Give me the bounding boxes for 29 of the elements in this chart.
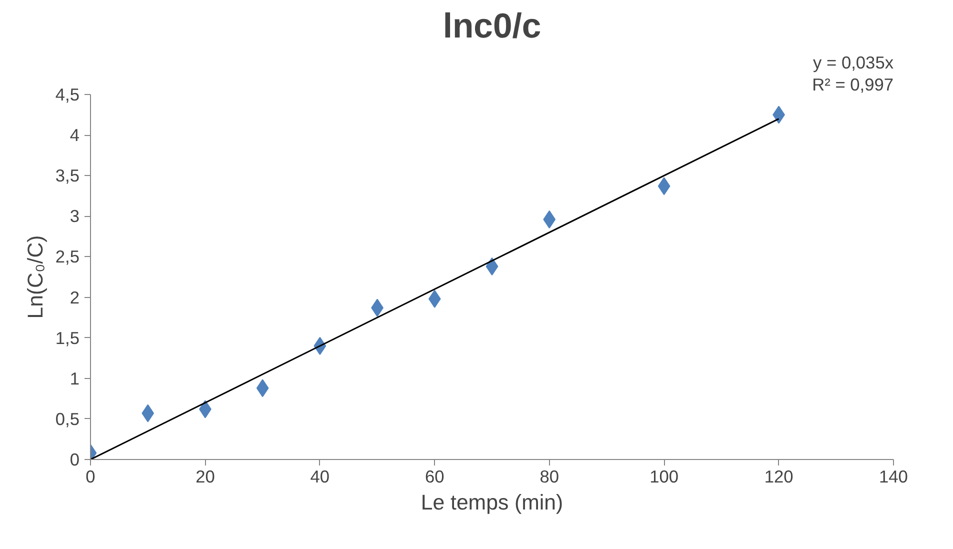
point [658, 177, 670, 196]
x-tick-label: 100 [650, 466, 679, 486]
x-axis-title: Le temps (min) [420, 490, 564, 514]
text: R² = 0,997 [812, 74, 894, 94]
y-tick-label: 1,5 [55, 328, 80, 348]
y-tick-label: 4 [70, 125, 80, 146]
x-tick-label: 60 [425, 466, 444, 486]
point [428, 290, 441, 308]
x-tick-label: 40 [310, 466, 330, 486]
y-tick-label: 3 [70, 206, 80, 226]
point [142, 404, 154, 422]
x-tick-label: 120 [764, 466, 794, 486]
x-tick-label: 140 [879, 466, 908, 486]
point [486, 257, 498, 276]
x-tick-label: 0 [86, 466, 96, 486]
y-axis-title: Ln(C₀/C) [23, 235, 48, 319]
y-tick-label: 2 [70, 287, 80, 308]
y-tick-label: 4,5 [55, 84, 80, 104]
point [256, 379, 269, 398]
y-tick-label: 2,5 [55, 246, 80, 267]
y-tick-label: 1 [70, 368, 80, 388]
chart-title: lnc0/c [442, 8, 542, 46]
x-tick-label: 80 [540, 466, 559, 486]
y-tick-label: 0,5 [55, 408, 80, 429]
text: y = 0,035x [813, 52, 894, 72]
point [543, 210, 556, 228]
x-tick-label: 20 [196, 466, 215, 486]
y-tick-label: 3,5 [55, 166, 80, 186]
y-tick-label: 0 [70, 450, 80, 470]
